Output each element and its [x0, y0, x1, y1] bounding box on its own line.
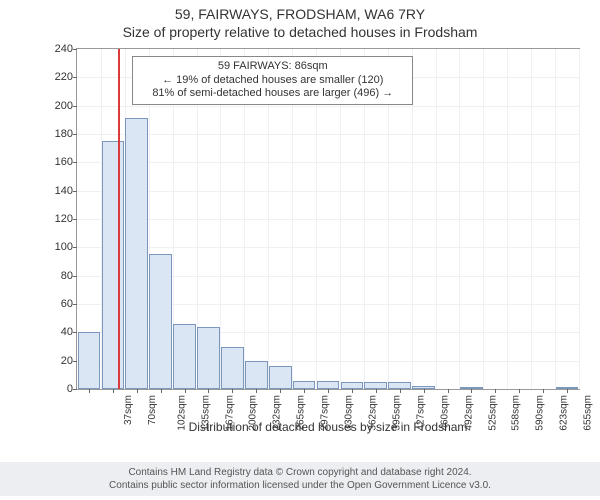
annotation-line: ← 19% of detached houses are smaller (12…: [139, 74, 406, 88]
gridline-h: [77, 191, 579, 192]
y-tick-label: 60: [61, 298, 73, 310]
chart-container: Number of detached properties 0204060801…: [50, 48, 580, 430]
x-tick-mark: [113, 389, 114, 393]
plot-area: 02040608010012014016018020022024037sqm70…: [76, 48, 580, 390]
x-tick-mark: [137, 389, 138, 393]
y-tick-mark: [73, 276, 77, 277]
histogram-bar: [173, 324, 196, 389]
y-tick-label: 100: [55, 241, 73, 253]
x-tick-mark: [400, 389, 401, 393]
y-tick-mark: [73, 49, 77, 50]
y-tick-label: 80: [61, 270, 73, 282]
x-tick-mark: [519, 389, 520, 393]
histogram-bar: [78, 332, 101, 389]
y-tick-mark: [73, 219, 77, 220]
y-tick-label: 240: [55, 43, 73, 55]
histogram-bar: [269, 366, 292, 389]
y-tick-mark: [73, 162, 77, 163]
y-tick-mark: [73, 77, 77, 78]
x-tick-mark: [352, 389, 353, 393]
x-tick-mark: [495, 389, 496, 393]
gridline-v: [531, 49, 532, 389]
x-tick-mark: [543, 389, 544, 393]
y-tick-mark: [73, 134, 77, 135]
histogram-bar: [364, 382, 387, 389]
y-tick-label: 180: [55, 128, 73, 140]
x-tick-mark: [280, 389, 281, 393]
histogram-bar: [245, 361, 268, 389]
x-tick-mark: [448, 389, 449, 393]
y-tick-label: 200: [55, 100, 73, 112]
y-tick-mark: [73, 304, 77, 305]
gridline-v: [459, 49, 460, 389]
x-tick-mark: [161, 389, 162, 393]
histogram-bar: [197, 327, 220, 389]
gridline-h: [77, 106, 579, 107]
x-tick-mark: [304, 389, 305, 393]
histogram-bar: [388, 382, 411, 389]
x-tick-mark: [89, 389, 90, 393]
gridline-v: [579, 49, 580, 389]
y-tick-mark: [73, 247, 77, 248]
histogram-bar: [293, 381, 316, 390]
x-axis-label: Distribution of detached houses by size …: [76, 420, 580, 434]
histogram-bar: [125, 118, 148, 389]
gridline-h: [77, 219, 579, 220]
x-tick-mark: [471, 389, 472, 393]
page-title-line2: Size of property relative to detached ho…: [0, 22, 600, 40]
y-tick-label: 140: [55, 185, 73, 197]
gridline-v: [555, 49, 556, 389]
y-tick-mark: [73, 191, 77, 192]
page-title-line1: 59, FAIRWAYS, FRODSHAM, WA6 7RY: [0, 0, 600, 22]
x-tick-mark: [328, 389, 329, 393]
histogram-bar: [317, 381, 340, 390]
footer-line-2: Contains public sector information licen…: [6, 479, 594, 492]
gridline-h: [77, 247, 579, 248]
attribution-footer: Contains HM Land Registry data © Crown c…: [0, 462, 600, 496]
reference-line: [118, 49, 120, 389]
x-tick-mark: [232, 389, 233, 393]
gridline-v: [436, 49, 437, 389]
x-tick-mark: [376, 389, 377, 393]
y-tick-label: 20: [61, 355, 73, 367]
y-tick-mark: [73, 389, 77, 390]
y-tick-mark: [73, 106, 77, 107]
histogram-bar: [341, 382, 364, 389]
gridline-v: [507, 49, 508, 389]
y-tick-label: 220: [55, 71, 73, 83]
gridline-h: [77, 134, 579, 135]
gridline-v: [483, 49, 484, 389]
x-tick-mark: [208, 389, 209, 393]
histogram-bar: [221, 347, 244, 390]
y-tick-label: 40: [61, 326, 73, 338]
annotation-line: 59 FAIRWAYS: 86sqm: [139, 60, 406, 74]
histogram-bar: [149, 254, 172, 389]
y-tick-label: 120: [55, 213, 73, 225]
x-tick-mark: [424, 389, 425, 393]
x-tick-mark: [567, 389, 568, 393]
x-tick-mark: [256, 389, 257, 393]
annotation-box: 59 FAIRWAYS: 86sqm← 19% of detached hous…: [132, 56, 413, 105]
annotation-line: 81% of semi-detached houses are larger (…: [139, 87, 406, 101]
y-tick-mark: [73, 332, 77, 333]
y-tick-mark: [73, 361, 77, 362]
gridline-h: [77, 162, 579, 163]
histogram-bar: [102, 141, 125, 389]
footer-line-1: Contains HM Land Registry data © Crown c…: [6, 466, 594, 479]
x-tick-label: 655sqm: [583, 395, 594, 431]
x-tick-mark: [185, 389, 186, 393]
y-tick-label: 160: [55, 156, 73, 168]
